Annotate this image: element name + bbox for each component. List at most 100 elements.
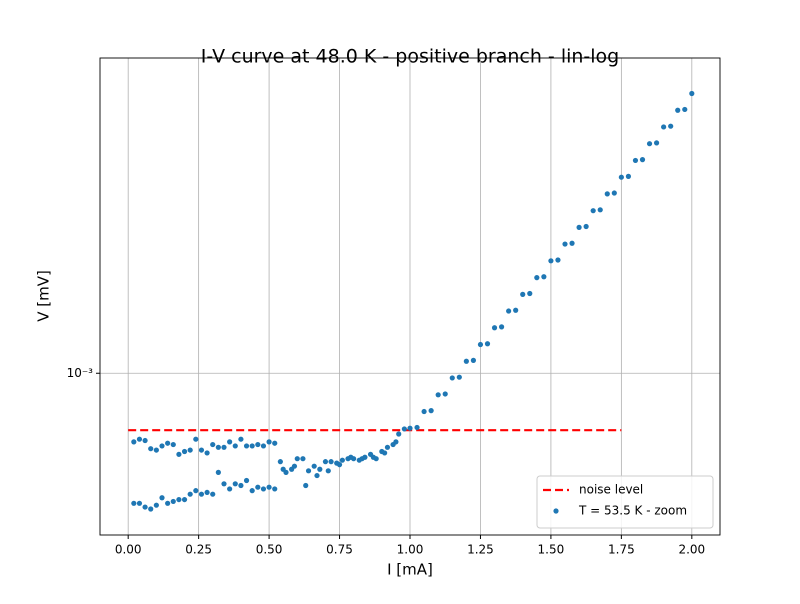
data-point — [170, 498, 176, 505]
data-point — [314, 472, 320, 479]
data-point — [668, 123, 674, 129]
data-point — [227, 439, 233, 445]
data-point — [176, 451, 182, 457]
data-point — [428, 408, 434, 414]
x-tick-label: 1.00 — [397, 543, 424, 557]
data-point — [187, 491, 193, 497]
data-point — [272, 440, 278, 446]
x-tick-label: 0.50 — [256, 543, 283, 557]
data-point — [311, 463, 317, 469]
data-point — [449, 375, 455, 381]
data-point — [142, 437, 148, 444]
data-point — [260, 486, 267, 492]
data-point — [215, 469, 221, 475]
data-point — [153, 447, 159, 453]
data-point — [370, 454, 376, 460]
legend-swatch — [553, 508, 559, 514]
x-tick-label: 0.00 — [115, 543, 142, 557]
data-point — [204, 489, 210, 496]
data-point — [305, 468, 312, 474]
data-point — [294, 456, 300, 462]
data-point — [477, 341, 484, 348]
data-point — [249, 488, 255, 494]
data-point — [131, 500, 137, 506]
data-point — [317, 466, 323, 472]
data-point — [407, 425, 413, 431]
data-point — [597, 207, 603, 213]
data-point — [484, 341, 491, 347]
plot-frame — [99, 57, 721, 536]
data-point — [148, 446, 154, 452]
data-point — [625, 173, 632, 179]
data-point — [204, 450, 210, 456]
data-point — [148, 506, 154, 512]
data-point — [590, 208, 596, 214]
data-point — [562, 241, 568, 247]
data-point — [328, 459, 334, 465]
data-point — [266, 439, 272, 445]
data-point — [548, 258, 554, 264]
data-point — [291, 463, 298, 469]
data-point — [435, 392, 441, 398]
data-point — [506, 308, 512, 314]
data-point — [569, 240, 575, 246]
data-point — [272, 486, 278, 492]
data-point — [348, 454, 354, 460]
data-point — [232, 481, 238, 487]
legend-box — [536, 475, 714, 529]
data-point — [382, 450, 388, 456]
data-point — [336, 462, 343, 468]
data-point — [611, 190, 617, 196]
legend-label: T = 53.5 K - zoom — [578, 504, 687, 518]
data-point — [238, 436, 244, 442]
data-point — [131, 439, 137, 445]
data-point — [210, 441, 216, 448]
data-point — [136, 436, 143, 442]
y-tick-label: 10⁻³ — [67, 366, 94, 380]
data-point — [181, 496, 188, 503]
data-point — [280, 466, 286, 472]
data-point — [393, 439, 399, 445]
data-point — [255, 441, 261, 448]
data-point — [322, 459, 329, 465]
data-point — [142, 504, 148, 510]
data-point — [555, 257, 561, 263]
data-point — [215, 444, 221, 450]
data-point — [198, 447, 205, 453]
data-point — [325, 468, 331, 474]
data-point — [618, 174, 624, 180]
data-point — [675, 107, 681, 113]
data-point — [159, 495, 165, 501]
x-axis-label: I [mA] — [387, 561, 433, 579]
data-point — [176, 496, 182, 503]
data-point — [442, 391, 448, 397]
data-point — [165, 500, 171, 506]
data-point — [463, 358, 469, 364]
y-axis-label: V [mV] — [35, 270, 53, 322]
data-point — [396, 431, 402, 437]
data-point — [232, 443, 238, 449]
data-point — [604, 191, 610, 197]
x-tick-label: 0.75 — [326, 543, 353, 557]
data-point — [653, 140, 660, 146]
data-point — [632, 157, 639, 164]
data-point — [193, 488, 199, 494]
data-point — [646, 141, 653, 147]
data-point — [300, 456, 306, 462]
data-point — [498, 324, 505, 330]
x-tick-label: 1.75 — [608, 543, 635, 557]
data-point — [491, 325, 498, 331]
data-point — [689, 90, 695, 97]
data-point — [339, 457, 345, 463]
data-point — [198, 491, 205, 497]
data-point — [159, 443, 165, 449]
data-point — [255, 484, 261, 490]
data-point — [541, 274, 547, 280]
data-point — [576, 224, 582, 230]
data-point — [249, 443, 255, 449]
data-point — [153, 502, 159, 508]
data-point — [359, 456, 365, 462]
data-point — [583, 223, 589, 230]
data-point — [534, 275, 540, 281]
